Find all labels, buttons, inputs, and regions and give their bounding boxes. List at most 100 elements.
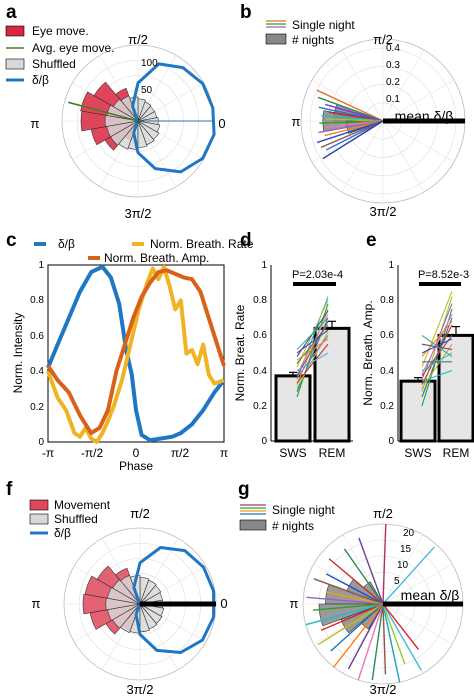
- legend-g-single-night: Single night: [272, 503, 335, 517]
- a-rtick-50: 50: [141, 85, 153, 96]
- panel-g-polar: [302, 523, 464, 685]
- e-ytick-2: 0.4: [380, 366, 394, 377]
- d-pair-line: [296, 343, 329, 384]
- b-rtick-3: 0.3: [386, 60, 400, 71]
- d-ytick-2: 0.4: [253, 366, 267, 377]
- g-single-night-line: [306, 596, 384, 605]
- d-yticks: 0 0.2 0.4 0.6 0.8 1: [253, 260, 267, 447]
- g-single-night-line: [305, 603, 384, 626]
- a-delta-beta-curve: [131, 62, 216, 174]
- b-angle-bottom: 3π/2: [369, 204, 396, 219]
- b-grid-spoke: [382, 120, 455, 163]
- f-shuffled-wedge: [105, 597, 141, 611]
- g-single-night-line: [326, 573, 384, 605]
- legend-single-night: Single night: [292, 18, 355, 32]
- g-nights-wedge: [318, 603, 384, 627]
- f-shuffled-wedge: [139, 603, 165, 617]
- e-ytick-3: 0.6: [380, 330, 394, 341]
- g-single-night-line: [320, 603, 384, 631]
- legend-c-db: δ/β: [58, 237, 75, 251]
- legend-swatch-nights: [265, 33, 287, 45]
- panel-d: d P=2.03e-4 0 0.2 0.4 0.6 0.8 1 SWS REM …: [233, 230, 353, 460]
- c-xtick-1: -π/2: [81, 446, 104, 460]
- e-pair-line: [421, 343, 453, 389]
- c-xticks: -π -π/2 0 π/2 π: [42, 446, 228, 460]
- legend-eye-move: Eye move.: [32, 24, 89, 38]
- e-ytick-5: 1: [388, 260, 394, 271]
- d-ylabel: Norm. Breat. Rate: [233, 304, 247, 401]
- legend-nights: # nights: [292, 33, 334, 47]
- d-pair-line: [296, 329, 329, 354]
- e-xtick-rem: REM: [443, 446, 470, 460]
- g-grid-spoke: [382, 563, 453, 605]
- b-single-night-line: [325, 120, 384, 151]
- g-rtick-20: 20: [403, 528, 415, 539]
- f-angle-bottom: 3π/2: [126, 682, 153, 697]
- e-ytick-4: 0.8: [380, 295, 394, 306]
- legend-c-rate: Norm. Breath. Rate: [150, 237, 254, 251]
- a-avg-eye-line: [68, 101, 139, 122]
- c-xtick-3: π/2: [171, 446, 190, 460]
- b-single-night-line: [318, 120, 384, 134]
- g-single-night-line: [326, 591, 384, 605]
- panel-e-label: e: [366, 230, 377, 251]
- g-single-night-line: [382, 603, 420, 650]
- b-grid-spoke: [382, 49, 425, 122]
- f-shuffled-wedge: [139, 603, 158, 630]
- a-rtick-100: 100: [141, 58, 158, 69]
- legend-g-swatch-nights: [239, 519, 267, 531]
- c-legend: δ/β Norm. Breath. Rate Norm. Breath. Amp…: [34, 237, 254, 265]
- d-pair-line: [296, 331, 329, 389]
- legend-delta-beta: δ/β: [32, 73, 49, 87]
- a-shuffled-wedge: [104, 114, 139, 128]
- c-ytick-4: 0.8: [30, 295, 44, 306]
- panel-a-legend: Eye move. Avg. eye move. Shuffled δ/β: [5, 24, 115, 87]
- b-mean-label: mean δ/β: [395, 108, 454, 124]
- legend-swatch-eye: [5, 25, 25, 37]
- c-xlabel: Phase: [119, 459, 153, 473]
- legend-f-delta-beta: δ/β: [54, 526, 71, 540]
- panel-g: g Single night # nights π/2 π 3π/2 5 10 …: [238, 479, 464, 697]
- b-single-night-line: [317, 96, 384, 122]
- panel-a-polar: [61, 44, 216, 198]
- c-xtick-4: π: [220, 446, 228, 460]
- e-pvalue: P=8.52e-3: [418, 269, 469, 281]
- d-bar-sws: [274, 374, 312, 443]
- c-ytick-1: 0.2: [30, 402, 44, 413]
- b-single-night-line: [320, 120, 384, 148]
- legend-shuffled: Shuffled: [32, 57, 76, 71]
- c-ytick-0: 0: [38, 437, 44, 448]
- b-grid-spoke: [311, 79, 384, 122]
- panel-g-legend: Single night # nights: [239, 503, 335, 533]
- g-single-night-line: [312, 603, 384, 611]
- b-angle-left: π: [292, 114, 301, 129]
- g-single-night-line: [343, 548, 384, 605]
- e-ytick-0: 0: [388, 436, 394, 447]
- g-single-night-line: [333, 603, 384, 668]
- panel-g-label: g: [238, 479, 250, 500]
- g-angle-bottom: 3π/2: [369, 682, 396, 697]
- d-pair-line: [296, 308, 329, 385]
- g-single-night-line: [382, 603, 387, 675]
- c-ytick-5: 1: [38, 260, 44, 271]
- g-single-night-line: [371, 603, 384, 681]
- f-angle-right: 0: [220, 596, 227, 611]
- f-shuffled-wedge: [139, 579, 157, 605]
- d-ytick-3: 0.6: [253, 330, 267, 341]
- b-grid-spoke: [382, 79, 455, 122]
- legend-f-shuffled: Shuffled: [54, 512, 98, 526]
- panel-e: e P=8.52e-3 0 0.2 0.4 0.6 0.8 1 SWS REM …: [361, 230, 474, 460]
- g-single-night-line: [382, 546, 435, 605]
- g-mean-label: mean δ/β: [401, 587, 460, 603]
- e-plot: [398, 291, 474, 443]
- a-angle-right: 0: [218, 116, 225, 131]
- panel-d-label: d: [240, 230, 252, 251]
- g-rtick-15: 15: [400, 544, 412, 555]
- panel-b-label: b: [240, 2, 252, 23]
- e-pair-line: [421, 303, 453, 380]
- b-angle-top: π/2: [373, 32, 393, 47]
- f-shuffled-wedge: [120, 603, 141, 633]
- e-pair-line: [421, 335, 453, 377]
- d-ytick-1: 0.2: [253, 401, 267, 412]
